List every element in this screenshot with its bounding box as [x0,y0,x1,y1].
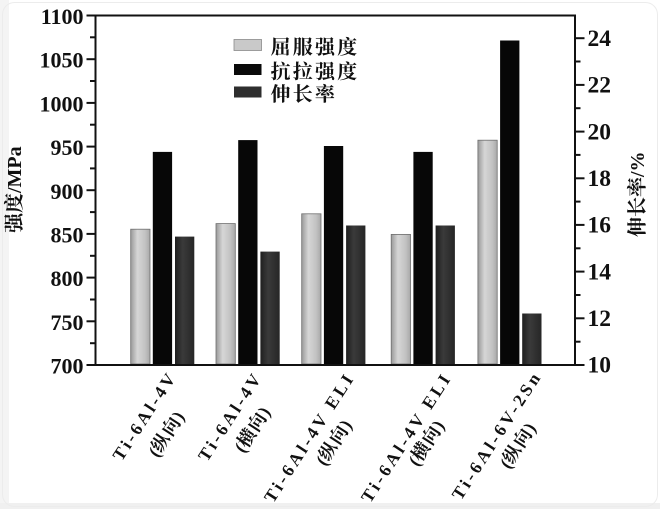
svg-text:/MPa: /MPa [4,146,26,194]
svg-text:18: 18 [588,166,612,192]
svg-text:1000: 1000 [40,91,84,116]
svg-text:22: 22 [588,73,612,99]
svg-text:700: 700 [51,354,84,379]
svg-text:1100: 1100 [41,4,84,29]
svg-text:850: 850 [51,222,84,247]
svg-text:20: 20 [588,119,612,145]
svg-text:10: 10 [588,353,612,379]
svg-text:1050: 1050 [40,48,84,73]
svg-text:12: 12 [588,306,612,332]
svg-text:16: 16 [588,213,612,239]
svg-text:14: 14 [588,259,612,285]
svg-text:800: 800 [51,266,84,291]
svg-text:750: 750 [51,310,84,335]
svg-text:/%: /% [627,151,649,178]
svg-text:24: 24 [588,26,612,52]
svg-text:950: 950 [51,135,84,160]
svg-text:900: 900 [51,179,84,204]
